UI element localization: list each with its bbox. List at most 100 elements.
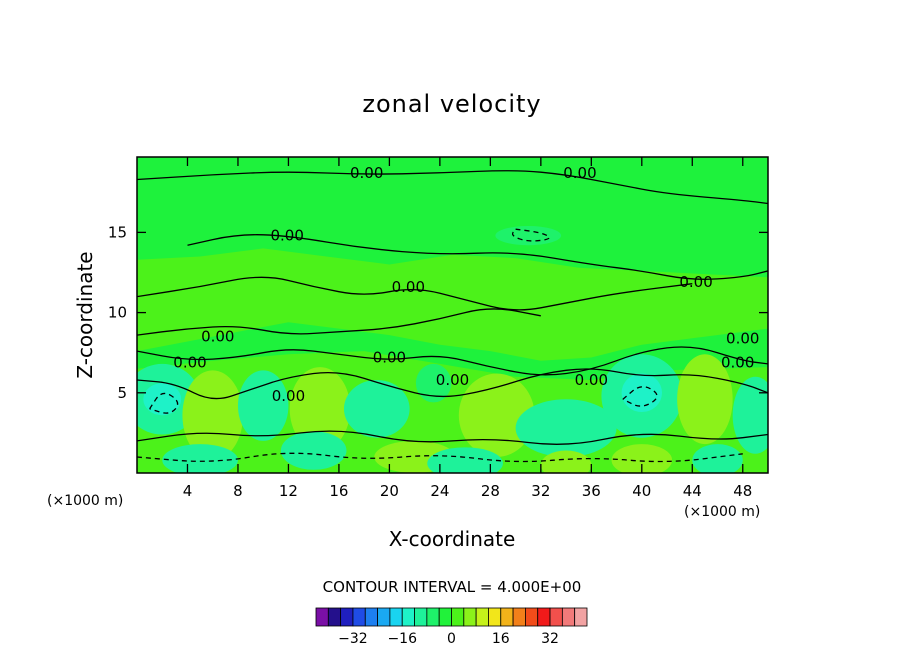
eddy-i-core xyxy=(621,373,662,413)
contour-zero-top xyxy=(137,170,768,205)
colorbar-tick-label: −16 xyxy=(387,631,417,647)
contour-label: 0.00 xyxy=(575,371,608,389)
eddy-g xyxy=(458,373,535,457)
y-axis-ticks: 5 10 15 xyxy=(108,223,768,402)
x-tick-label: 16 xyxy=(329,482,348,500)
contour-label: 0.00 xyxy=(392,278,425,296)
contour-label: 0.00 xyxy=(563,164,596,182)
colorbar-swatch xyxy=(500,607,514,627)
eddy-k xyxy=(732,376,768,454)
chart-title: zonal velocity xyxy=(362,90,541,118)
plot-area xyxy=(137,157,768,473)
contour-label: 0.00 xyxy=(373,349,406,367)
x-tick-label: 36 xyxy=(582,482,601,500)
y-tick-label: 15 xyxy=(108,223,127,241)
colorbar-swatch xyxy=(549,607,563,627)
colorbar-swatch xyxy=(488,607,502,627)
x-tick-label: 24 xyxy=(430,482,449,500)
colorbar-swatch xyxy=(438,607,452,627)
colorbar-swatch xyxy=(475,607,489,627)
contour-lower-b xyxy=(137,430,768,445)
contour-labels: 0.00 0.00 0.00 0.00 0.00 0.00 0.00 0.00 0.00 0.00… xyxy=(173,164,759,405)
x-axis-label: X-coordinate xyxy=(389,527,516,551)
x-tick-label: 44 xyxy=(683,482,702,500)
contour-neg-top xyxy=(511,228,550,242)
eddy-h xyxy=(515,399,617,457)
colorbar-swatch xyxy=(426,607,440,627)
colorbar-swatch xyxy=(352,607,366,627)
eddy-c xyxy=(237,370,289,441)
eddy-o xyxy=(427,447,503,473)
colorbar-tick-label: 32 xyxy=(541,631,559,647)
colorbar-swatch xyxy=(364,607,378,627)
colorbar-tick-label: −32 xyxy=(338,631,368,647)
colorbar-swatch xyxy=(401,607,415,627)
field-band-upper xyxy=(137,248,768,361)
contour-lower-dash xyxy=(137,452,743,463)
contour-zero-mid2 xyxy=(137,308,541,336)
contour-label: 0.00 xyxy=(201,328,234,346)
x-tick-label: 48 xyxy=(733,482,752,500)
contour-neg-b xyxy=(622,386,658,407)
contour-interval: CONTOUR INTERVAL = 4.000E+00 xyxy=(323,578,582,596)
eddy-b xyxy=(182,370,244,461)
contour-lines xyxy=(137,170,768,463)
eddy-j xyxy=(677,354,733,445)
x-tick-label: 20 xyxy=(380,482,399,500)
colorbar-swatch xyxy=(315,607,329,627)
colorbar-swatch xyxy=(463,607,477,627)
contour-zero-mid xyxy=(137,276,693,311)
x-tick-label: 32 xyxy=(531,482,550,500)
eddy-q xyxy=(611,444,673,473)
contour-label: 0.00 xyxy=(726,329,759,347)
colorbar-swatch xyxy=(340,607,354,627)
x-tick-label: 28 xyxy=(481,482,500,500)
x-unit-left: (×1000 m) xyxy=(47,493,123,509)
contour-four xyxy=(137,368,768,400)
colorbar-swatch xyxy=(377,607,391,627)
field-band-top xyxy=(174,163,667,217)
contour-label: 0.00 xyxy=(721,353,754,371)
contour-zero-upper xyxy=(187,234,768,280)
y-tick-label: 10 xyxy=(108,304,127,322)
colorbar-tick-labels: −32 −16 0 16 32 xyxy=(338,631,559,647)
contour-label: 0.00 xyxy=(272,387,305,405)
contour-neg-a xyxy=(149,392,179,414)
eddy-e xyxy=(343,379,410,438)
x-tick-label: 4 xyxy=(183,482,193,500)
contour-label: 0.00 xyxy=(679,273,712,291)
colorbar-tick-label: 0 xyxy=(447,631,456,647)
contour-label: 0.00 xyxy=(173,353,206,371)
plot-frame xyxy=(136,156,769,474)
colorbar xyxy=(315,607,588,627)
eddy-r xyxy=(692,444,743,473)
eddy-l xyxy=(162,444,238,473)
contour-label: 0.00 xyxy=(436,371,469,389)
x-tick-label: 12 xyxy=(279,482,298,500)
contour-label: 0.00 xyxy=(350,164,383,182)
x-tick-label: 40 xyxy=(632,482,651,500)
eddy-m xyxy=(280,431,347,470)
colorbar-swatch xyxy=(574,607,588,627)
eddy-s xyxy=(495,225,562,246)
colorbar-swatch xyxy=(525,607,539,627)
colorbar-swatch xyxy=(414,607,428,627)
eddy-p xyxy=(540,450,592,473)
colorbar-tick-label: 16 xyxy=(492,631,510,647)
x-axis-ticks: 4 8 12 16 20 24 28 32 36 40 44 48 xyxy=(183,157,752,500)
colorbar-swatch xyxy=(561,607,576,627)
y-tick-label: 5 xyxy=(117,384,127,402)
y-axis-label: Z-coordinate xyxy=(73,251,97,378)
colorbar-swatch xyxy=(389,607,403,627)
eddy-a-core xyxy=(143,383,182,416)
contour-fills xyxy=(137,163,768,473)
colorbar-swatch xyxy=(512,607,526,627)
x-tick-label: 8 xyxy=(233,482,243,500)
colorbar-swatch xyxy=(327,607,342,627)
colorbar-swatch xyxy=(537,607,551,627)
colorbar-swatch xyxy=(451,607,465,627)
contour-zero-lower xyxy=(137,346,768,376)
x-unit-right: (×1000 m) xyxy=(684,504,760,520)
eddy-d xyxy=(289,367,351,451)
